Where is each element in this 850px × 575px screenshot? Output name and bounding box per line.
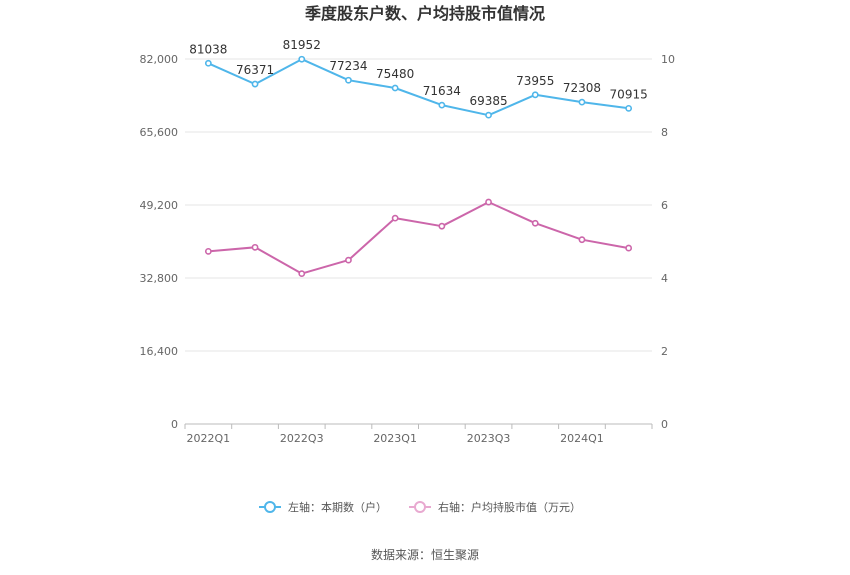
x-tick-label: 2023Q1 — [373, 432, 417, 445]
data-label: 73955 — [516, 74, 554, 88]
data-point — [391, 84, 399, 92]
x-tick-label: 2024Q1 — [560, 432, 604, 445]
left-tick-label: 0 — [171, 418, 178, 431]
right-tick-label: 2 — [661, 345, 668, 358]
data-point — [204, 247, 212, 255]
data-label: 69385 — [469, 94, 507, 108]
data-point — [251, 80, 259, 88]
data-point — [251, 243, 259, 251]
right-tick-label: 10 — [661, 53, 675, 66]
legend-right-marker — [414, 501, 426, 513]
legend-right-label: 右轴：户均持股市值（万元） — [438, 500, 581, 514]
legend: 左轴：本期数（户） 右轴：户均持股市值（万元） — [259, 500, 581, 514]
left-tick-label: 32,800 — [140, 272, 179, 285]
data-label: 76371 — [236, 63, 274, 77]
left-axis: 0 16,400 32,800 49,200 65,600 82,000 — [140, 53, 179, 431]
right-tick-label: 6 — [661, 199, 668, 212]
legend-item-right[interactable]: 右轴：户均持股市值（万元） — [409, 500, 581, 514]
data-point — [485, 111, 492, 119]
data-label: 77234 — [329, 59, 367, 73]
series-layer: 81038 76371 81952 77234 75480 71634 69385 73955… — [189, 38, 648, 278]
chart-title: 季度股东户数、户均持股市值情况 — [304, 4, 545, 23]
source-note: 数据来源：恒生聚源 — [371, 547, 479, 562]
series-line-1 — [208, 201, 629, 275]
data-label: 70915 — [610, 87, 648, 101]
data-point — [345, 256, 352, 264]
data-point — [298, 55, 306, 63]
data-point — [485, 198, 492, 206]
x-tick-label: 2022Q1 — [187, 432, 231, 445]
data-label: 75480 — [376, 67, 414, 81]
data-point — [438, 222, 446, 230]
x-axis: 2022Q1 2022Q3 2023Q1 2023Q3 2024Q1 — [184, 423, 653, 445]
x-tick-label: 2023Q3 — [467, 432, 511, 445]
x-tick-label: 2022Q3 — [280, 432, 324, 445]
left-tick-label: 82,000 — [140, 53, 179, 66]
right-axis: 0 2 4 6 8 10 — [661, 53, 675, 431]
left-tick-label: 49,200 — [140, 199, 179, 212]
data-label: 81952 — [283, 38, 321, 52]
right-tick-label: 0 — [661, 418, 668, 431]
left-tick-label: 16,400 — [140, 345, 179, 358]
data-point — [345, 76, 352, 84]
data-point — [204, 59, 212, 67]
data-point — [625, 244, 633, 252]
legend-left-label: 左轴：本期数（户） — [288, 500, 387, 514]
data-point — [578, 98, 586, 106]
data-point — [625, 104, 633, 112]
data-point — [531, 91, 539, 99]
data-point — [391, 214, 399, 222]
left-tick-label: 65,600 — [140, 126, 179, 139]
data-point — [438, 101, 446, 109]
grid — [185, 58, 652, 352]
series-line-0 — [207, 58, 629, 117]
legend-left-marker — [264, 501, 276, 513]
data-label: 81038 — [189, 42, 227, 56]
data-label: 72308 — [563, 81, 601, 95]
right-tick-label: 8 — [661, 126, 668, 139]
data-point — [578, 236, 586, 244]
legend-item-left[interactable]: 左轴：本期数（户） — [259, 500, 387, 514]
data-label: 71634 — [423, 84, 461, 98]
data-point — [298, 270, 306, 278]
data-point — [531, 219, 539, 227]
right-tick-label: 4 — [661, 272, 668, 285]
